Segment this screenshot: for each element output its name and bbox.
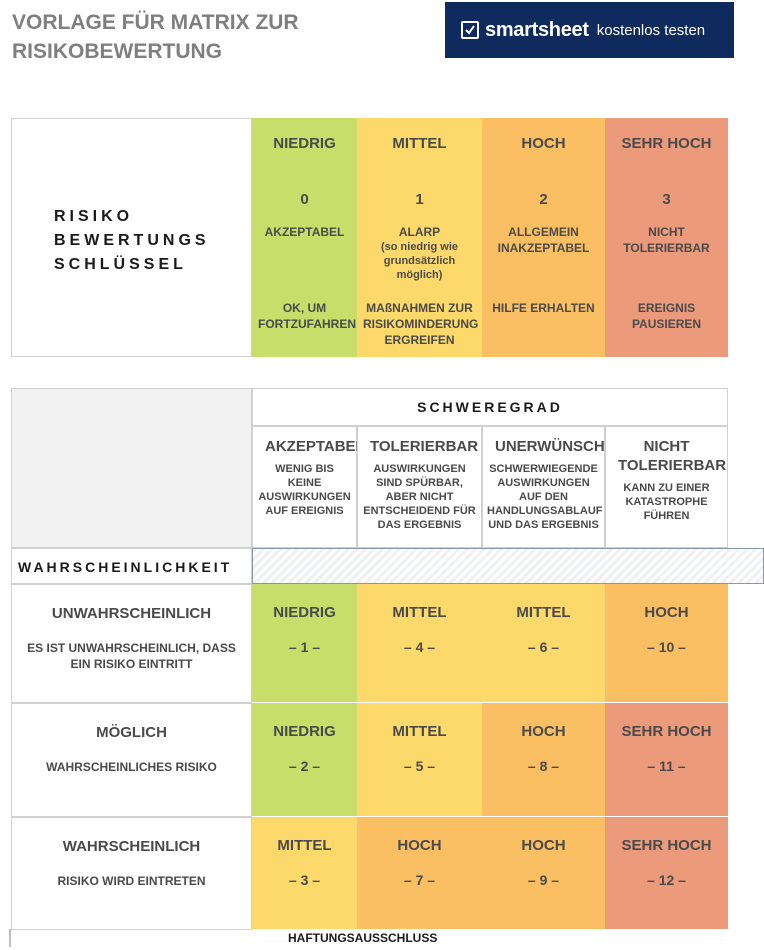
key-score-3: 3 — [662, 191, 671, 208]
key-note-1: (so niedrig wie grundsätzlich möglich) — [380, 241, 458, 281]
matrix-level: HOCH — [397, 837, 442, 854]
severity-desc-3: KANN ZU EINER KATASTROPHE FÜHREN — [623, 482, 710, 522]
matrix-cell-2-2: HOCH – 9 – — [482, 817, 605, 930]
severity-col-3: NICHT TOLERIERBAR KANN ZU EINER KATASTROP… — [605, 426, 728, 548]
matrix-number: – 4 – — [403, 639, 436, 655]
matrix-level: MITTEL — [516, 604, 571, 621]
key-score-cell-1: 1 ALARP (so niedrig wie grundsätzlich mögl… — [357, 169, 482, 283]
matrix-number: – 7 – — [403, 872, 436, 888]
severity-col-2: UNERWÜNSCHT SCHWERWIEGENDE AUSWIRKUNGEN A… — [482, 426, 614, 548]
likelihood-desc-2: RISIKO WIRD EINTRETEN — [57, 874, 206, 888]
matrix-level: SEHR HOCH — [621, 837, 712, 854]
key-action-2: HILFE ERHALTEN — [482, 283, 605, 357]
key-action-0: OK, UM FORTZUFAHREN — [252, 283, 357, 357]
matrix-cell-0-1: MITTEL – 4 – — [357, 584, 482, 703]
severity-name-3: NICHT TOLERIERBAR — [618, 438, 727, 474]
severity-name-0: AKZEPTABEL — [265, 438, 365, 455]
key-level-1: MITTEL — [357, 118, 482, 169]
matrix-number: – 1 – — [288, 639, 321, 655]
likelihood-name-1: MÖGLICH — [96, 724, 167, 741]
key-score-0: 0 — [300, 191, 309, 208]
matrix-cell-1-1: MITTEL – 5 – — [357, 703, 482, 817]
matrix-number: – 8 – — [527, 758, 560, 774]
disclaimer-link[interactable]: HAFTUNGSAUSSCHLUSS — [288, 931, 438, 945]
matrix-level: SEHR HOCH — [621, 723, 712, 740]
matrix-level: NIEDRIG — [273, 723, 336, 740]
key-score-cell-3: 3 NICHT TOLERIERBAR — [605, 169, 728, 283]
severity-header: SCHWEREGRAD — [252, 388, 728, 426]
matrix-cell-0-2: MITTEL – 6 – — [482, 584, 605, 703]
trial-link[interactable]: kostenlos testen — [596, 21, 706, 39]
key-score-cell-2: 2 ALLGEMEIN INAKZEPTABEL — [482, 169, 605, 283]
smartsheet-banner[interactable]: smartsheet kostenlos testen — [445, 2, 734, 58]
likelihood-desc-0: ES IST UNWAHRSCHEINLICH, DASS EIN RISIKO… — [27, 641, 236, 671]
matrix-number: – 2 – — [288, 758, 321, 774]
matrix-level: MITTEL — [277, 837, 332, 854]
matrix-number: – 12 – — [647, 872, 686, 888]
key-desc-1: ALARP — [398, 225, 441, 239]
matrix-level: HOCH — [644, 604, 689, 621]
matrix-number: – 6 – — [527, 639, 560, 655]
severity-desc-0: WENIG BIS KEINE AUSWIRKUNGEN AUF EREIGNI… — [258, 463, 351, 517]
key-score-1: 1 — [415, 191, 424, 208]
key-desc-3: NICHT TOLERIERBAR — [623, 225, 710, 255]
key-desc-2: ALLGEMEIN INAKZEPTABEL — [497, 225, 590, 255]
matrix-cell-0-0: NIEDRIG – 1 – — [252, 584, 357, 703]
likelihood-header: WAHRSCHEINLICHKEIT — [11, 548, 252, 584]
matrix-level: NIEDRIG — [273, 604, 336, 621]
key-desc-0: AKZEPTABEL — [264, 225, 345, 239]
likelihood-row-1: MÖGLICH WAHRSCHEINLICHES RISIKO — [11, 703, 252, 817]
key-level-3: SEHR HOCH — [605, 118, 728, 169]
matrix-number: – 5 – — [403, 758, 436, 774]
key-action-3: EREIGNIS PAUSIEREN — [605, 283, 728, 357]
page-title: VORLAGE FÜR MATRIX ZUR RISIKOBEWERTUNG — [12, 11, 299, 63]
severity-col-1: TOLERIERBAR AUSWIRKUNGEN SIND SPÜRBAR, AB… — [357, 426, 482, 548]
matrix-level: MITTEL — [392, 723, 447, 740]
matrix-cell-1-2: HOCH – 8 – — [482, 703, 605, 817]
matrix-cell-2-3: SEHR HOCH – 12 – — [605, 817, 728, 930]
matrix-level: HOCH — [521, 837, 566, 854]
matrix-cell-2-1: HOCH – 7 – — [357, 817, 482, 930]
matrix-number: – 11 – — [647, 758, 686, 774]
severity-desc-1: AUSWIRKUNGEN SIND SPÜRBAR, ABER NICHT EN… — [363, 463, 476, 531]
matrix-corner — [11, 388, 252, 548]
footer-marker — [9, 929, 11, 947]
likelihood-hatch — [252, 548, 764, 584]
key-label-line-1: RISIKO — [54, 208, 134, 225]
matrix-cell-1-0: NIEDRIG – 2 – — [252, 703, 357, 817]
likelihood-row-2: WAHRSCHEINLICH RISIKO WIRD EINTRETEN — [11, 817, 252, 930]
severity-desc-2: SCHWERWIEGENDE AUSWIRKUNGEN AUF DEN HAND… — [487, 463, 603, 531]
severity-name-1: TOLERIERBAR — [370, 438, 479, 455]
key-label-cell: RISIKO BEWERTUNGS SCHLÜSSEL — [11, 118, 252, 357]
key-score-2: 2 — [539, 191, 548, 208]
key-level-0: NIEDRIG — [252, 118, 357, 169]
brand-name: smartsheet — [485, 18, 589, 41]
likelihood-name-0: UNWAHRSCHEINLICH — [51, 605, 212, 622]
likelihood-name-2: WAHRSCHEINLICH — [62, 838, 201, 855]
key-label-line-2: BEWERTUNGS — [54, 232, 210, 249]
key-level-2: HOCH — [482, 118, 605, 169]
severity-name-2: UNERWÜNSCHT — [495, 438, 614, 455]
matrix-level: HOCH — [521, 723, 566, 740]
matrix-number: – 3 – — [288, 872, 321, 888]
key-action-1: MAßNAHMEN ZUR RISIKOMINDERUNG ERGREIFEN — [357, 283, 482, 357]
likelihood-desc-1: WAHRSCHEINLICHES RISIKO — [46, 760, 217, 774]
severity-col-0: AKZEPTABEL WENIG BIS KEINE AUSWIRKUNGEN A… — [252, 426, 365, 548]
matrix-number: – 10 – — [647, 639, 686, 655]
matrix-cell-0-3: HOCH – 10 – — [605, 584, 728, 703]
matrix-cell-1-3: SEHR HOCH – 11 – — [605, 703, 728, 817]
likelihood-row-0: UNWAHRSCHEINLICH ES IST UNWAHRSCHEINLICH,… — [11, 584, 252, 703]
key-score-cell-0: 0 AKZEPTABEL — [252, 169, 357, 283]
check-icon — [461, 21, 479, 39]
matrix-number: – 9 – — [527, 872, 560, 888]
matrix-level: MITTEL — [392, 604, 447, 621]
key-label-line-3: SCHLÜSSEL — [54, 256, 187, 273]
matrix-cell-2-0: MITTEL – 3 – — [252, 817, 357, 930]
